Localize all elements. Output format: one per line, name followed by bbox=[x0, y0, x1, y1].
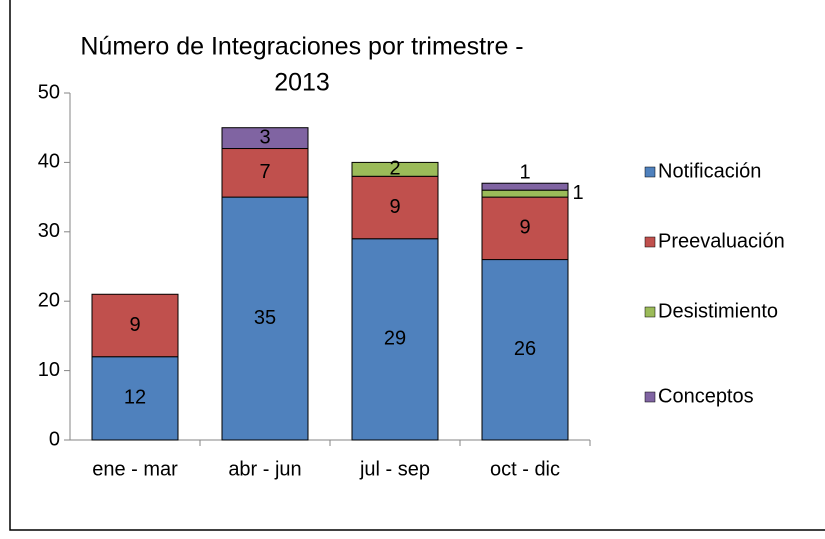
chart-title: 2013 bbox=[274, 69, 330, 97]
data-label: 1 bbox=[519, 162, 530, 184]
data-label: 9 bbox=[519, 217, 530, 239]
bar-segment bbox=[481, 259, 569, 441]
chart-title: Número de Integraciones por trimestre - bbox=[80, 33, 523, 61]
legend-swatch bbox=[644, 391, 656, 403]
data-label: 9 bbox=[389, 196, 400, 218]
legend-label: Desistimiento bbox=[658, 300, 778, 322]
chart-frame bbox=[9, 0, 825, 531]
data-label: 9 bbox=[129, 314, 140, 336]
data-label: 12 bbox=[124, 387, 146, 409]
data-label: 7 bbox=[259, 161, 270, 183]
data-label: 3 bbox=[259, 126, 270, 148]
data-label: 2 bbox=[389, 158, 400, 180]
y-tick-label: 50 bbox=[38, 81, 60, 103]
legend-swatch bbox=[644, 166, 656, 178]
legend-swatch bbox=[644, 236, 656, 248]
data-label: 26 bbox=[514, 338, 536, 360]
y-tick-label: 10 bbox=[38, 359, 60, 381]
y-tick-label: 0 bbox=[49, 428, 60, 450]
x-tick-label: abr - jun bbox=[228, 458, 301, 480]
bar-segment bbox=[351, 161, 439, 177]
bar-segment bbox=[481, 189, 569, 198]
bar-segment bbox=[221, 196, 309, 441]
x-tick-label: oct - dic bbox=[490, 458, 560, 480]
y-tick-label: 20 bbox=[38, 289, 60, 311]
legend-label: Notificación bbox=[658, 160, 761, 182]
legend-label: Conceptos bbox=[658, 385, 754, 407]
x-tick-label: ene - mar bbox=[92, 458, 178, 480]
data-label: 35 bbox=[254, 307, 276, 329]
bar-segment bbox=[481, 182, 569, 191]
bar-segment bbox=[351, 238, 439, 441]
bar-segment bbox=[481, 196, 569, 261]
bar-segment bbox=[221, 148, 309, 198]
bar-segment bbox=[351, 175, 439, 240]
data-label: 29 bbox=[384, 328, 406, 350]
bar-segment bbox=[221, 127, 309, 150]
legend-swatch bbox=[644, 306, 656, 318]
y-tick-label: 40 bbox=[38, 151, 60, 173]
x-tick-label: jul - sep bbox=[359, 458, 430, 480]
bar-segment bbox=[91, 293, 179, 358]
legend-label: Preevaluación bbox=[658, 230, 785, 252]
data-label: 1 bbox=[572, 182, 583, 204]
y-tick-label: 30 bbox=[38, 220, 60, 242]
